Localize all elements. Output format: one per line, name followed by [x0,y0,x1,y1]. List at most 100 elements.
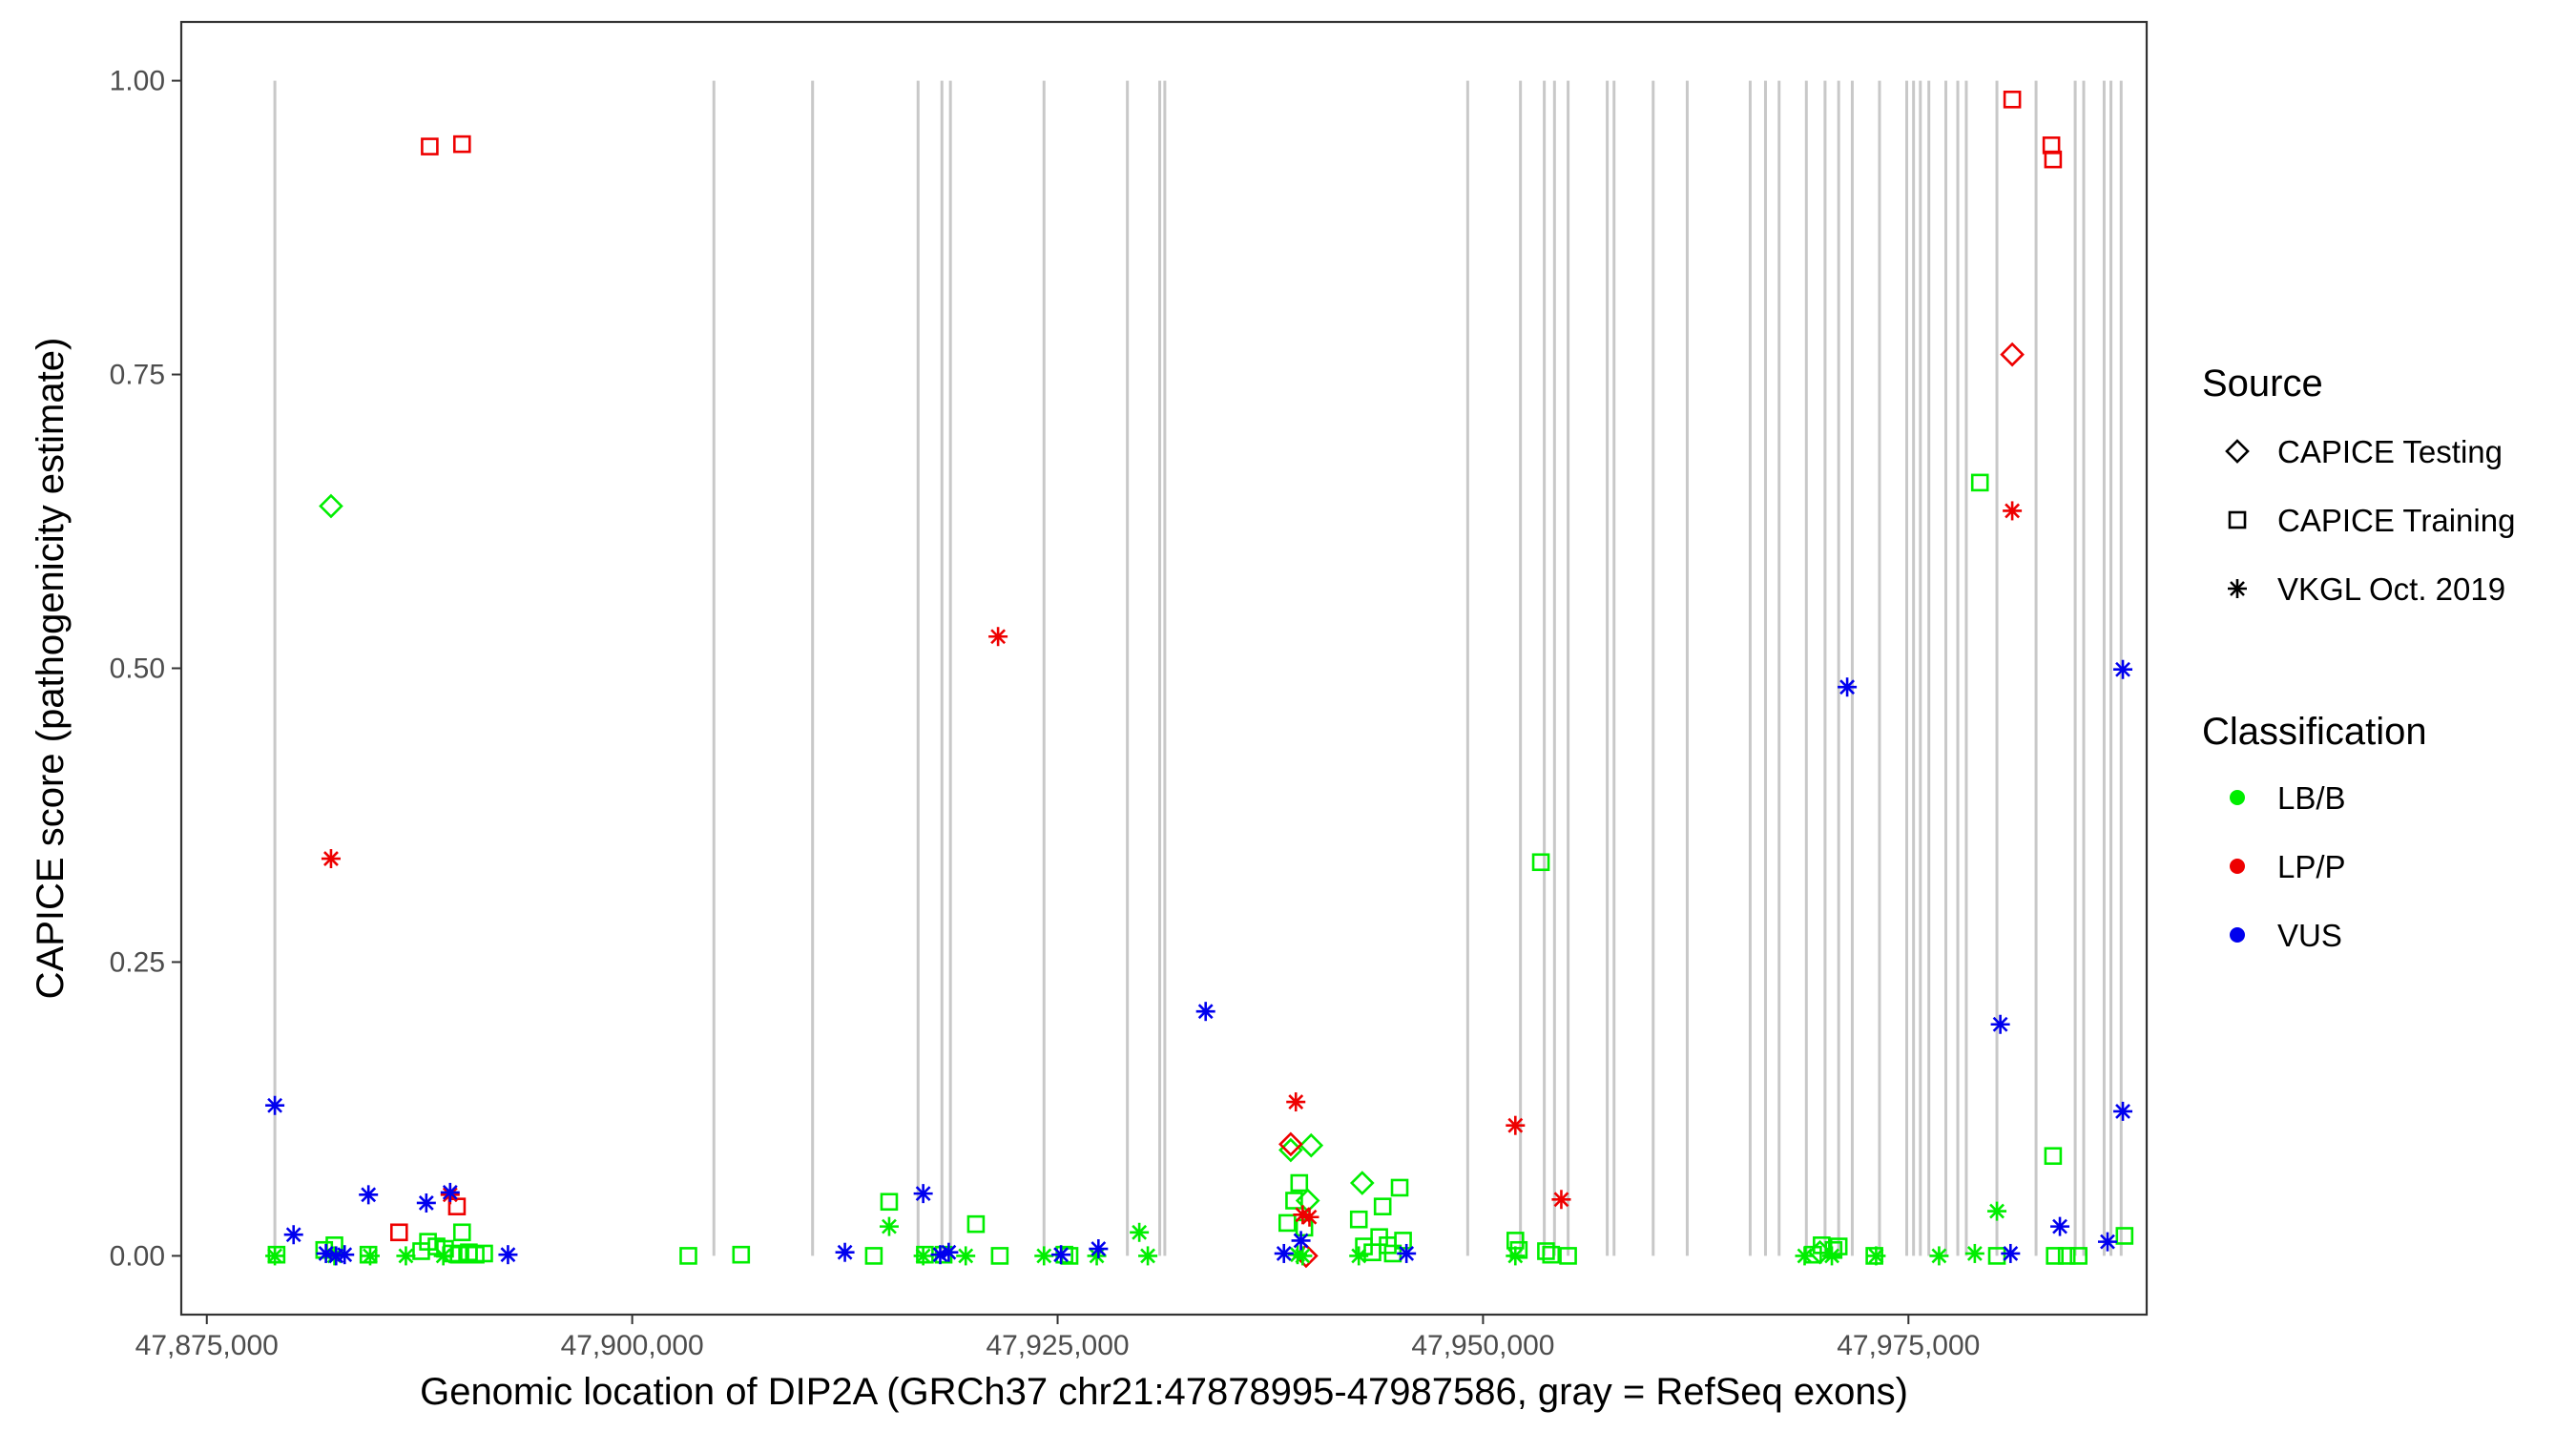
data-point [1964,1243,1984,1263]
data-point [956,1246,976,1266]
data-point [2044,150,2063,169]
data-point [1506,1246,1526,1266]
data-point [939,1242,959,1262]
data-point [1195,1002,1215,1022]
data-point [1278,1213,1297,1233]
data-points [265,91,2134,1269]
data-point [1373,1197,1392,1215]
data-point [1537,1242,1555,1260]
data-point [1559,1247,1577,1265]
data-point [835,1242,855,1262]
data-point [433,1246,453,1266]
legend-key-dot [2230,790,2245,805]
y-tick-label: 0.75 [110,360,165,391]
legend-classification-label: LB/B [2277,780,2346,816]
data-point [2069,1247,2088,1265]
data-point [1349,1210,1368,1229]
data-point [1542,1245,1561,1264]
data-point [913,1184,933,1204]
data-point [1990,1014,2010,1034]
data-point [265,1095,285,1115]
data-point [1298,1132,1324,1158]
data-point [396,1246,416,1266]
x-tick-label: 47,900,000 [561,1330,704,1361]
legend: Source Classification CAPICE Testing CAPI… [2202,363,2515,953]
data-point [2115,1227,2134,1245]
data-point [265,1246,285,1266]
data-point [1138,1246,1158,1266]
data-point [2113,659,2133,679]
legend-source-label: CAPICE Training [2277,503,2515,538]
data-point [913,1246,933,1266]
data-point [2046,1247,2064,1265]
data-point [1293,1246,1313,1266]
y-tick-label: 1.00 [110,66,165,97]
exon-lines [273,80,2123,1256]
data-point [1813,1236,1831,1255]
data-point [1390,1178,1409,1197]
x-tick-label: 47,925,000 [986,1330,1129,1361]
legend-key-square [2228,510,2247,529]
data-point [389,1223,408,1242]
data-point [416,1192,436,1213]
data-point [2001,1243,2021,1263]
data-point [990,1247,1009,1265]
data-point [452,135,471,154]
data-point [2003,501,2023,521]
data-point [2044,1147,2063,1166]
data-point [1278,1131,1303,1157]
data-point [319,493,343,519]
data-point [879,1216,899,1236]
y-tick-label: 0.25 [110,946,165,978]
legend-source-label: CAPICE Testing [2277,434,2503,469]
data-point [2003,91,2022,109]
data-point [1970,473,1989,492]
data-point [1089,1239,1109,1259]
data-point [1349,1246,1369,1266]
data-point [1866,1246,1886,1266]
legend-classification-title: Classification [2202,711,2427,753]
legend-source-title: Source [2202,363,2323,404]
legend-classification-label: VUS [2277,918,2342,953]
data-point [1274,1243,1294,1263]
data-point [988,627,1008,647]
data-point [421,137,439,156]
data-point [966,1214,986,1234]
data-point [864,1247,883,1265]
data-point [1397,1243,1417,1263]
x-tick-label: 47,950,000 [1411,1330,1554,1361]
y-tick-label: 0.00 [110,1240,165,1272]
data-point [1929,1246,1949,1266]
data-point [1349,1171,1375,1195]
data-point [1795,1246,1815,1266]
data-point [440,1182,460,1202]
data-point [1291,1231,1311,1251]
data-point [1531,853,1550,872]
y-axis-title: CAPICE score (pathogenicity estimate) [30,338,72,1000]
data-point [2113,1101,2133,1121]
data-point [2097,1232,2117,1252]
data-point [1551,1190,1571,1210]
data-point [359,1185,379,1205]
x-tick-label: 47,975,000 [1837,1330,1980,1361]
data-point [1285,1192,1303,1210]
data-point [498,1245,518,1265]
x-axis-title: Genomic location of DIP2A (GRCh37 chr21:… [420,1371,1908,1413]
data-point [360,1246,380,1266]
data-point [335,1245,355,1265]
data-point [2050,1216,2070,1236]
legend-key-dot [2230,859,2245,874]
data-point [1987,1201,2007,1221]
data-point [732,1245,751,1264]
data-point [679,1247,697,1265]
data-point [1034,1246,1054,1266]
data-point [1299,1207,1319,1227]
y-tick-label: 0.50 [110,653,165,685]
data-point [1051,1245,1071,1265]
axes: 0.00 0.25 0.50 0.75 1.00 47,875,000 47,900,000… [110,66,1981,1361]
data-point [321,849,341,869]
data-point [1394,1232,1412,1250]
data-point [1838,677,1858,697]
data-point [283,1225,303,1245]
